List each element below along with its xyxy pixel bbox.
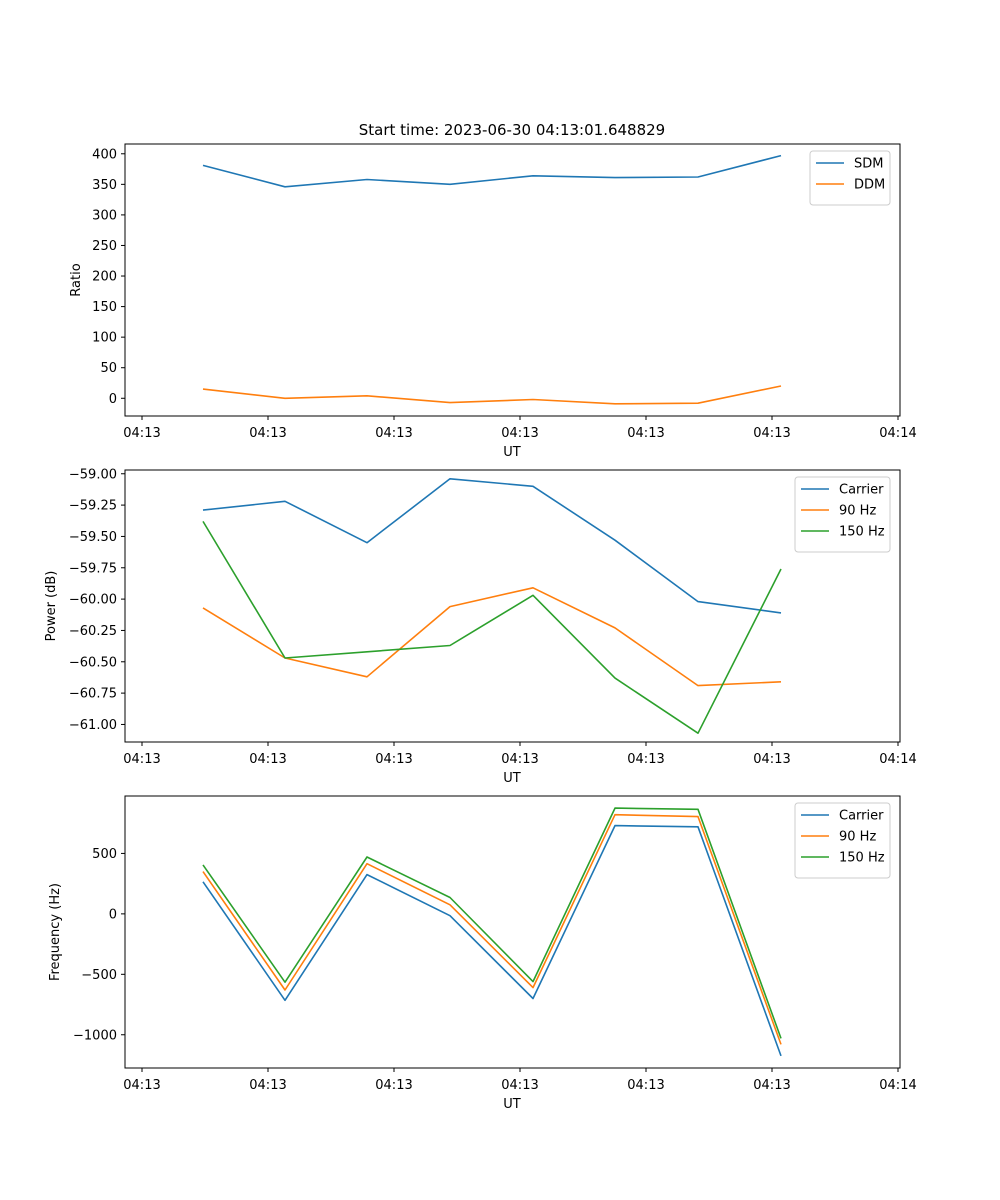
series-line-150-hz [202,807,782,1039]
legend-box [809,150,891,206]
series-line-carrier [202,824,782,1057]
series-line-150-hz [202,520,782,735]
y-axis-label: Power (dB) [44,571,59,642]
x-tick-label: 04:13 [375,752,412,767]
y-tick-label: 250 [92,239,117,254]
chart-panel-1: 04:13 04:13 04:13 04:13 04:13 04:13 04:14 UT 0 50… [69,143,917,460]
y-tick-label: −59.50 [69,530,117,545]
x-tick-label: 04:13 [753,426,790,441]
x-tick-label: 04:13 [501,752,538,767]
series-line-ddm [202,385,782,405]
x-tick-label: 04:13 [249,1078,286,1093]
x-tick-label: 04:13 [123,1078,160,1093]
x-tick-label: 04:13 [375,1078,412,1093]
y-axis-label: Ratio [69,263,84,296]
y-tick-label: −60.25 [69,624,117,639]
y-tick-label: 350 [92,178,117,193]
x-tick-label: 04:13 [627,426,664,441]
plot-area-frame [124,143,901,417]
legend-entry-label: Carrier [839,809,884,824]
legend-box [794,802,891,879]
x-tick-label: 04:13 [753,752,790,767]
y-tick-label: 0 [109,392,117,407]
y-tick-label: −59.00 [69,467,117,482]
plot-area-frame [124,469,901,743]
x-tick-label: 04:13 [501,426,538,441]
y-tick-label: −500 [81,968,117,983]
legend-entry-label: 90 Hz [839,504,876,519]
x-tick-label: 04:14 [879,426,916,441]
legend: SDM DDM [809,150,891,206]
y-tick-label: −1000 [73,1028,117,1043]
legend: Carrier 90 Hz 150 Hz [794,802,891,879]
y-tick-label: −61.00 [69,718,117,733]
y-tick-label: 400 [92,147,117,162]
legend-entry-label: 90 Hz [839,830,876,845]
legend-box [794,476,891,553]
legend-entry-label: SDM [854,157,883,172]
x-axis-label: UT [503,445,521,460]
legend-entry-label: DDM [854,178,885,193]
y-tick-label: 0 [109,907,117,922]
x-tick-label: 04:13 [501,1078,538,1093]
x-axis-label: UT [503,771,521,786]
plot-area-frame [124,795,901,1069]
x-tick-label: 04:13 [249,426,286,441]
y-tick-label: 100 [92,331,117,346]
x-tick-label: 04:13 [753,1078,790,1093]
chart-panel-2: 04:13 04:13 04:13 04:13 04:13 04:13 04:14 UT −61… [44,467,917,786]
series-line-sdm [202,154,782,188]
legend-entry-label: 150 Hz [839,525,885,540]
x-tick-label: 04:14 [879,752,916,767]
y-tick-label: −59.75 [69,561,117,576]
x-tick-label: 04:13 [375,426,412,441]
y-tick-label: 300 [92,208,117,223]
y-tick-label: 200 [92,270,117,285]
legend-entry-label: 150 Hz [839,851,885,866]
legend: Carrier 90 Hz 150 Hz [794,476,891,553]
chart-panel-3: 04:13 04:13 04:13 04:13 04:13 04:13 04:14 UT −10… [48,795,917,1112]
y-tick-label: −60.00 [69,593,117,608]
y-tick-label: −59.25 [69,499,117,514]
legend-entry-label: Carrier [839,483,884,498]
y-tick-label: 50 [100,361,117,376]
x-axis-label: UT [503,1097,521,1112]
y-tick-label: −60.50 [69,655,117,670]
x-tick-label: 04:13 [123,426,160,441]
series-line-carrier [202,477,782,614]
series-line-90-hz [202,813,782,1045]
figure-title: Start time: 2023-06-30 04:13:01.648829 [359,121,665,139]
y-tick-label: 500 [92,847,117,862]
y-tick-label: −60.75 [69,687,117,702]
y-tick-label: 150 [92,300,117,315]
x-tick-label: 04:13 [627,752,664,767]
x-tick-label: 04:13 [249,752,286,767]
y-axis-label: Frequency (Hz) [48,883,63,981]
x-tick-label: 04:13 [123,752,160,767]
series-line-90-hz [202,586,782,687]
x-tick-label: 04:14 [879,1078,916,1093]
x-tick-label: 04:13 [627,1078,664,1093]
